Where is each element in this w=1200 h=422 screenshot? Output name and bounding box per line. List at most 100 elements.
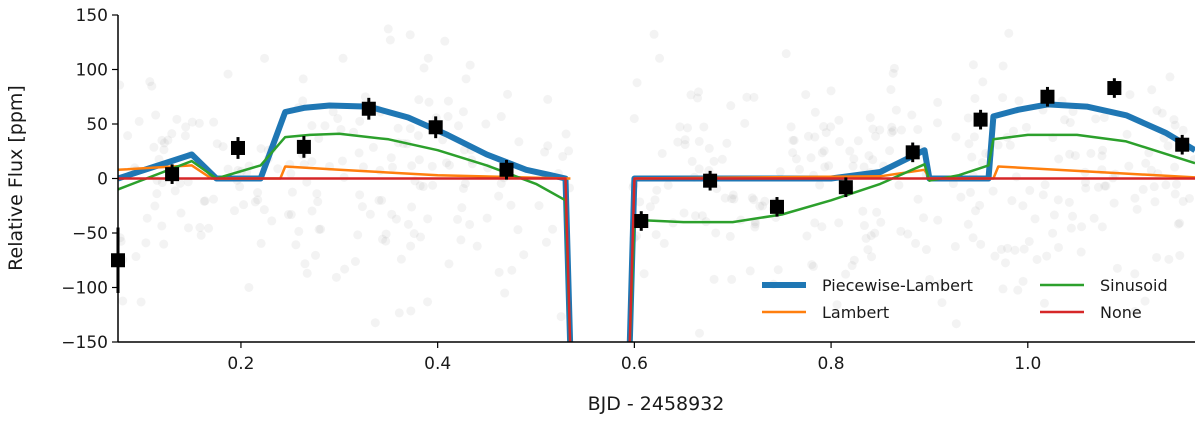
y-tick-label: 150 <box>76 6 108 26</box>
raw-point <box>687 156 697 166</box>
raw-point <box>312 189 322 199</box>
raw-point <box>286 169 296 179</box>
binned-point <box>1175 137 1190 152</box>
binned-point <box>361 101 376 116</box>
raw-point <box>807 260 817 270</box>
raw-point <box>415 181 425 191</box>
raw-point <box>894 180 904 190</box>
raw-point <box>1003 243 1013 253</box>
raw-point <box>704 143 714 153</box>
raw-point <box>424 97 434 107</box>
raw-point <box>183 223 193 233</box>
binned-point <box>499 162 514 177</box>
raw-point <box>1007 196 1017 206</box>
raw-point <box>340 264 350 274</box>
raw-point <box>123 131 133 141</box>
raw-point <box>223 164 233 174</box>
raw-point <box>548 224 558 234</box>
y-tick-label: 50 <box>86 115 108 135</box>
raw-point <box>253 188 263 198</box>
raw-point <box>444 160 454 170</box>
raw-point <box>1081 177 1091 187</box>
raw-point <box>937 298 947 308</box>
raw-point <box>428 180 438 190</box>
raw-point <box>496 179 506 189</box>
raw-point <box>328 107 338 117</box>
raw-point <box>1130 306 1140 316</box>
raw-point <box>747 193 757 203</box>
legend: Piecewise-Lambert Lambert Sinusoid None <box>762 276 1168 322</box>
raw-point <box>652 185 662 195</box>
raw-point <box>1132 204 1142 214</box>
raw-point <box>875 125 885 135</box>
raw-point <box>494 191 504 201</box>
raw-point <box>998 284 1008 294</box>
raw-point <box>176 208 186 218</box>
raw-point <box>1089 213 1099 223</box>
x-tick-label: 0.4 <box>424 354 451 374</box>
y-tick-label: −50 <box>72 224 108 244</box>
raw-point <box>1032 254 1042 264</box>
raw-point <box>727 274 737 284</box>
raw-point <box>717 154 727 164</box>
raw-point <box>370 318 380 328</box>
raw-point <box>209 117 219 127</box>
raw-point <box>888 68 898 78</box>
raw-point <box>845 146 855 156</box>
raw-point <box>815 180 825 190</box>
raw-point <box>694 87 704 97</box>
raw-point <box>933 118 943 128</box>
raw-point <box>1068 107 1078 117</box>
raw-point <box>1171 179 1181 189</box>
raw-point <box>810 107 820 117</box>
x-axis-ticks: 0.2 0.4 0.6 0.8 1.0 <box>227 342 1041 374</box>
raw-point <box>978 77 988 87</box>
raw-point <box>472 241 482 251</box>
raw-point <box>921 245 931 255</box>
raw-point <box>394 308 404 318</box>
raw-point <box>1165 72 1175 82</box>
raw-point <box>749 92 759 102</box>
raw-point <box>998 61 1008 71</box>
raw-point <box>145 77 155 87</box>
raw-point <box>456 235 466 245</box>
raw-point <box>1138 184 1148 194</box>
raw-point <box>196 230 206 240</box>
raw-point <box>819 122 829 132</box>
raw-point <box>457 203 467 213</box>
raw-point <box>387 209 397 219</box>
raw-point <box>235 182 245 192</box>
raw-point <box>357 202 367 212</box>
raw-point <box>645 202 655 212</box>
raw-point <box>453 121 463 131</box>
raw-point <box>1070 151 1080 161</box>
raw-point <box>826 86 836 96</box>
raw-point <box>387 162 397 172</box>
raw-point <box>147 81 157 91</box>
raw-point <box>1130 269 1140 279</box>
raw-point <box>847 261 857 271</box>
raw-point <box>750 222 760 232</box>
raw-point <box>727 194 737 204</box>
raw-point <box>824 161 834 171</box>
raw-point <box>887 127 897 137</box>
raw-point <box>1010 245 1020 255</box>
raw-point <box>427 161 437 171</box>
raw-point <box>691 211 701 221</box>
raw-point <box>561 129 571 139</box>
raw-point <box>374 195 384 205</box>
raw-point <box>118 80 125 90</box>
raw-point <box>313 197 323 207</box>
y-axis-ticks: −150 −100 −50 0 50 100 150 <box>61 6 118 353</box>
binned-point <box>838 180 853 195</box>
series-line-piecewise-lambert <box>118 101 1195 342</box>
raw-point <box>333 114 343 124</box>
raw-point <box>740 118 750 128</box>
binned-point <box>296 139 311 154</box>
raw-point <box>680 140 690 150</box>
raw-point <box>440 36 450 46</box>
raw-point <box>1077 222 1087 232</box>
raw-point <box>458 107 468 117</box>
raw-point <box>686 90 696 100</box>
raw-point <box>1184 193 1194 203</box>
